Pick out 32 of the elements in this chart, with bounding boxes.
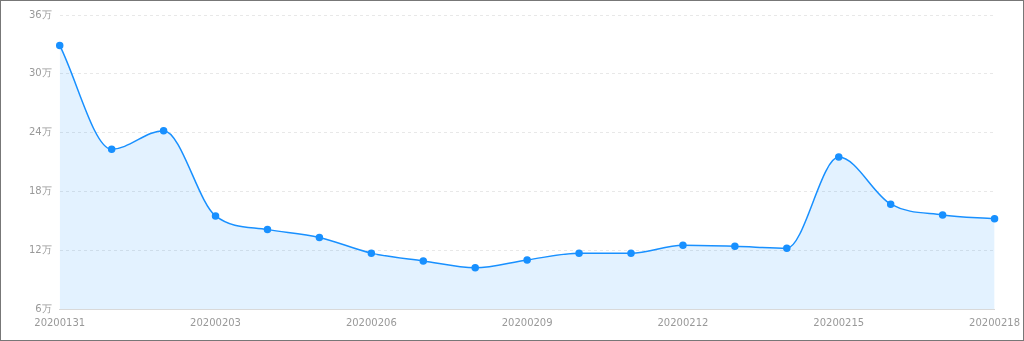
point	[938, 211, 947, 219]
x-tick-label: 20200131	[34, 316, 86, 328]
point	[575, 249, 583, 257]
point	[419, 257, 428, 265]
y-tick-label: 30万	[28, 67, 52, 79]
point	[990, 215, 999, 223]
x-tick-label: 20200203	[190, 316, 241, 328]
x-tick-label: 20200212	[657, 316, 709, 328]
y-tick-label: 6万	[35, 302, 52, 314]
point	[523, 256, 531, 264]
y-tick-label: 36万	[28, 8, 52, 20]
point	[367, 249, 376, 257]
y-tick-label: 24万	[28, 126, 52, 138]
x-tick-label: 20200215	[813, 316, 865, 328]
y-tick-label: 18万	[28, 184, 52, 196]
point	[263, 225, 272, 234]
y-tick-label: 12万	[28, 243, 52, 255]
x-tick-label: 20200218	[969, 316, 1020, 328]
point	[886, 200, 895, 208]
point	[731, 242, 739, 251]
point	[627, 249, 635, 257]
point	[783, 244, 791, 252]
point	[55, 41, 64, 50]
point	[471, 264, 479, 272]
x-tick-label: 20200209	[501, 316, 553, 328]
point	[159, 126, 168, 135]
point	[315, 233, 324, 242]
point	[835, 153, 843, 161]
point	[107, 145, 116, 154]
point	[211, 212, 220, 220]
x-tick-label: 20200206	[345, 316, 397, 328]
point	[679, 241, 687, 250]
